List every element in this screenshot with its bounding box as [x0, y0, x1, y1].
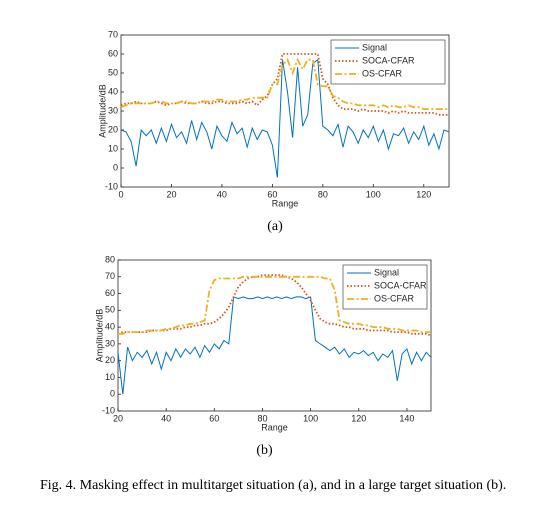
- series-line: [120, 58, 450, 178]
- x-tick-label: 80: [318, 189, 328, 199]
- y-tick-label: 0: [113, 162, 118, 172]
- y-tick-label: 10: [108, 143, 118, 153]
- legend-label: Signal: [362, 42, 387, 52]
- y-tick-label: 30: [108, 105, 118, 115]
- x-tick-label: 20: [166, 189, 176, 199]
- legend-label: SOCA-CFAR: [362, 55, 415, 65]
- legend-label: OS-CFAR: [374, 293, 415, 303]
- x-tick-label: 0: [118, 189, 123, 199]
- x-axis-label: Range: [272, 198, 299, 208]
- y-tick-label: 40: [108, 86, 118, 96]
- y-tick-label: 0: [110, 389, 115, 399]
- y-tick-label: 50: [108, 67, 118, 77]
- caption: Fig. 4. Masking effect in multitarget si…: [40, 478, 507, 493]
- y-tick-label: 70: [108, 29, 118, 39]
- y-tick-label: -10: [102, 405, 115, 415]
- x-tick-label: 100: [303, 413, 318, 423]
- x-tick-label: 100: [366, 189, 381, 199]
- y-tick-label: 60: [108, 48, 118, 58]
- x-tick-label: 120: [351, 413, 366, 423]
- x-tick-label: 60: [209, 413, 219, 423]
- y-tick-label: 60: [105, 288, 115, 298]
- legend-box: [330, 39, 446, 85]
- y-tick-label: 10: [105, 372, 115, 382]
- x-tick-label: 40: [217, 189, 227, 199]
- y-tick-label: 20: [105, 355, 115, 365]
- series-line: [118, 275, 431, 335]
- y-tick-label: 40: [105, 321, 115, 331]
- y-tick-label: 80: [105, 254, 115, 264]
- y-tick-label: 20: [108, 124, 118, 134]
- x-axis-label: Range: [261, 422, 288, 432]
- x-tick-label: 80: [257, 413, 267, 423]
- y-axis-label: Amplitude/dB: [97, 84, 107, 138]
- x-tick-label: 140: [399, 413, 414, 423]
- series-line: [120, 57, 449, 110]
- y-tick-label: -10: [105, 181, 118, 191]
- y-tick-label: 50: [105, 305, 115, 315]
- y-tick-label: 70: [105, 271, 115, 281]
- x-tick-label: 20: [113, 413, 123, 423]
- y-axis-label: Amplitude/dB: [94, 309, 104, 363]
- legend-box: [342, 264, 428, 310]
- legend-label: SOCA-CFAR: [374, 280, 427, 290]
- x-tick-label: 120: [416, 189, 431, 199]
- x-tick-label: 40: [161, 413, 171, 423]
- subcaption: (b): [256, 443, 273, 458]
- legend-label: OS-CFAR: [362, 68, 403, 78]
- y-tick-label: 30: [105, 338, 115, 348]
- series-line: [117, 296, 432, 395]
- subcaption: (a): [267, 219, 283, 234]
- x-tick-label: 60: [267, 189, 277, 199]
- legend-label: Signal: [374, 267, 399, 277]
